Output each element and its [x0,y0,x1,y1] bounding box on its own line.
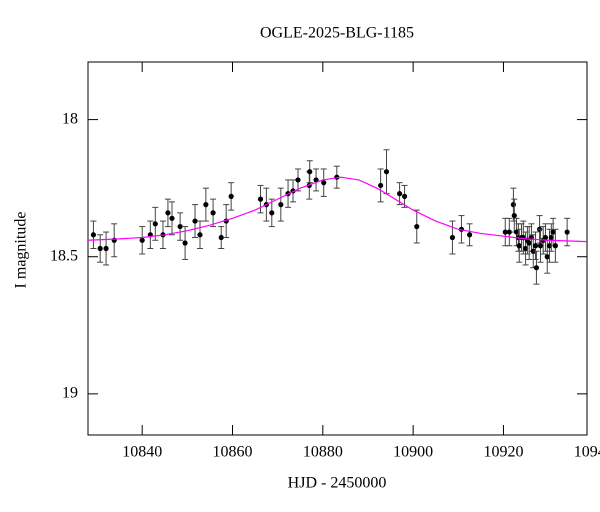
data-point [511,212,517,219]
data-point [542,234,549,241]
data-point [97,245,103,252]
data-point [192,218,198,224]
data-point [228,193,234,199]
data-point [203,202,209,208]
data-point [466,232,473,238]
data-point [401,193,408,199]
data-point [378,182,384,189]
data-point [449,234,456,241]
data-point [546,243,553,249]
data-point [526,240,532,246]
data-point [269,210,275,216]
data-point [548,234,554,241]
x-tick-label: 10840 [122,444,162,461]
data-point [533,265,540,271]
x-tick-label: 10860 [213,444,253,461]
data-point [307,169,313,175]
data-point [210,210,216,216]
data-point [90,232,97,238]
data-point [103,245,109,252]
data-point [165,210,171,216]
data-point [177,223,183,230]
data-point [139,237,145,243]
data-point [278,202,284,208]
plot-area [88,149,587,285]
x-tick-label: 10880 [303,444,343,461]
data-point [182,240,188,246]
data-point [313,177,319,183]
data-point [169,215,175,221]
data-point [257,196,264,202]
data-point [321,180,327,186]
y-tick-label: 19 [62,385,78,402]
y-tick-label: 18.5 [50,247,78,264]
chart-title: OGLE-2025-BLG-1185 [260,25,414,42]
data-point [510,202,516,208]
data-point [522,245,529,252]
data-point [506,229,512,235]
data-point [502,229,508,235]
data-point [550,229,556,235]
y-axis-label: I magnitude [13,212,30,289]
x-tick-label: 10920 [483,444,523,461]
x-tick-label: 10900 [393,444,433,461]
data-point [544,254,550,260]
data-point [530,248,536,254]
plot-frame [87,61,588,436]
data-point [516,243,522,249]
data-point [152,221,158,227]
data-point [396,191,403,197]
x-axis-label: HJD - 2450000 [288,475,387,492]
data-point [111,237,117,243]
data-point [537,243,544,249]
data-point [218,234,224,241]
data-point [532,243,539,249]
data-point [564,229,570,235]
data-point [197,232,203,238]
data-point [383,169,390,175]
model-curve [88,176,587,243]
data-point [552,243,558,249]
x-tick-label: 10940 [574,444,600,461]
data-point [513,229,520,235]
y-tick-label: 18 [62,110,78,127]
data-point [295,177,301,183]
data-point [414,223,420,230]
